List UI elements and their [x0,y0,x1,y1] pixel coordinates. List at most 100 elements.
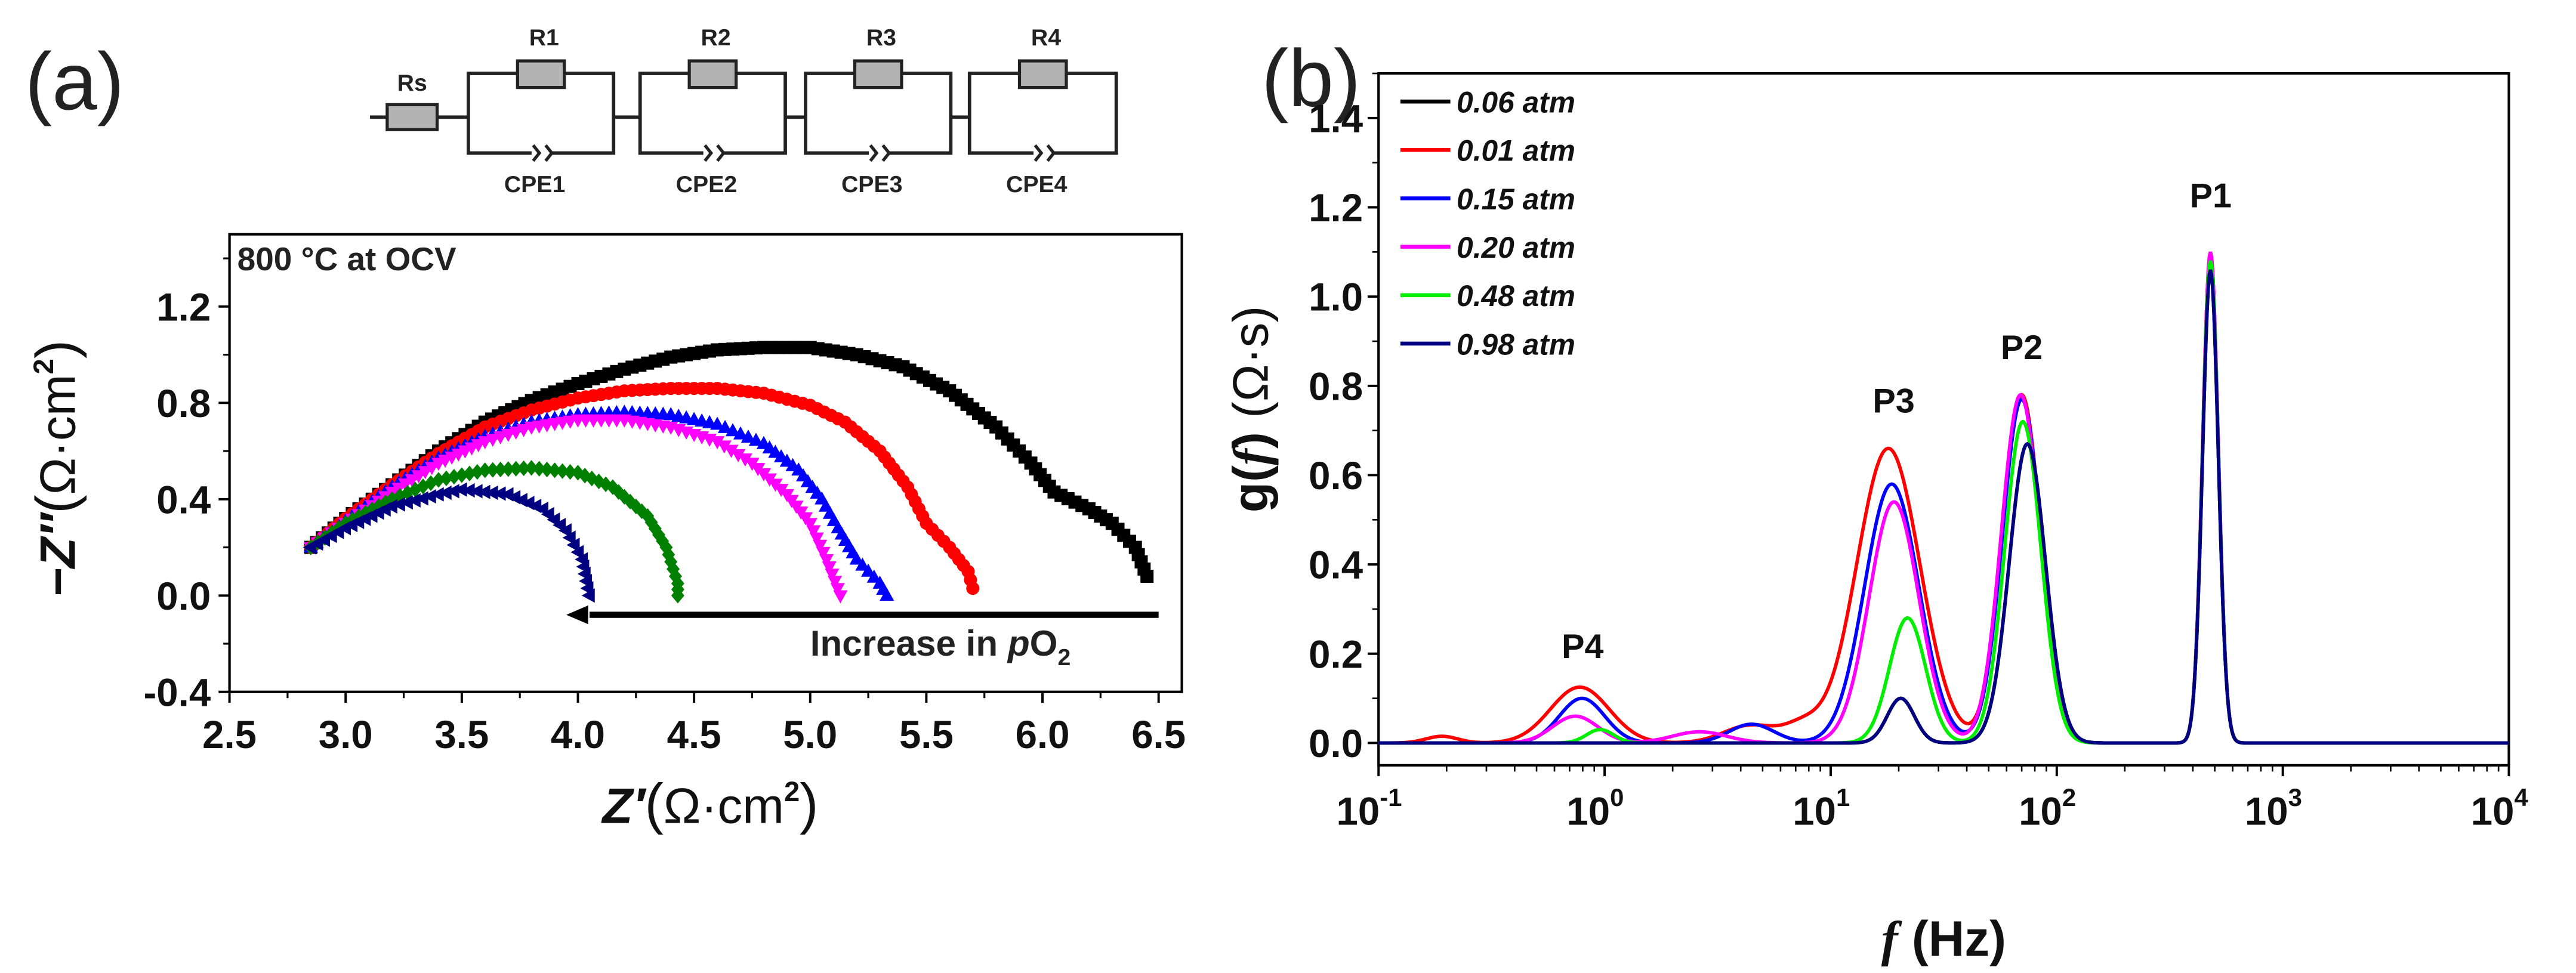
y-tick-label: 1.2 [156,285,211,329]
data-point [558,523,572,538]
resistor-r2 [687,59,738,89]
y-tick-label: 0.4 [1309,543,1363,587]
data-point [485,485,498,501]
y-tick-label: 0.8 [156,382,211,425]
data-point [455,467,468,483]
data-point [461,483,475,498]
data-point [562,530,576,545]
data-point [422,489,436,504]
y-tick-label: 1.2 [1309,186,1363,230]
data-point [548,462,562,478]
data-point [671,588,684,604]
data-point [849,551,864,565]
series-line-0.01-atm [1378,251,2509,745]
data-point [431,472,445,488]
x-tick-label: 6.5 [1131,713,1186,756]
panel-a-label: (a) [25,36,124,126]
x-tick-label: 3.0 [319,713,373,756]
data-point [741,429,756,443]
data-point [469,484,483,499]
legend-label: 0.06 atm [1457,85,1575,119]
x-tick-label: 104 [2471,783,2529,833]
rs-label: Rs [397,70,427,96]
data-point [725,423,741,437]
data-point [966,582,980,595]
data-point [365,501,379,518]
condition-annotation: 800 °C at OCV [237,240,456,277]
data-point [731,449,746,462]
resistor-r3 [853,59,903,89]
resistor-label: R2 [701,24,731,51]
y-tick-label: 0.6 [1309,454,1363,498]
resistor-label: R1 [529,24,559,51]
x-axis-label: Z′(Ω·cm2) [601,773,818,835]
cpe-label: CPE2 [676,171,738,197]
peak-label: P2 [2001,329,2043,367]
data-point [738,453,752,467]
cpe-symbol [1034,144,1056,162]
data-point [717,419,733,433]
data-point [648,520,662,537]
data-point [709,416,725,430]
data-point [438,485,452,501]
data-point [478,462,492,478]
y-axis-label: −Z″(Ω·cm2) [24,340,87,597]
x-tick-label: 10-1 [1337,783,1402,833]
plot-frame [1377,72,2510,767]
data-point [359,505,372,521]
data-point [803,518,817,532]
cpe-symbol [532,144,554,162]
series-0.48-atm [304,460,684,604]
data-point [733,426,748,440]
x-tick-label: 103 [2245,783,2302,833]
data-point [819,554,834,567]
data-point [827,576,843,589]
data-point [724,444,739,458]
legend-label: 0.01 atm [1457,134,1575,168]
resistor-r4 [1017,59,1068,89]
cpe-label: CPE3 [841,171,903,197]
cpe-symbol [869,144,891,162]
data-point [485,434,500,447]
series-0.98-atm [303,482,595,603]
legend-label: 0.15 atm [1457,183,1575,216]
data-point [669,568,682,585]
data-point [830,583,845,597]
data-point [806,525,821,539]
data-point [825,569,840,582]
cpe-label: CPE4 [1006,171,1068,197]
data-point [462,465,476,481]
y-tick-label: 0.4 [156,478,211,521]
plot-frame [228,233,1183,693]
data-point [855,557,870,571]
data-point [860,563,876,577]
x-axis-label: f (Hz) [1881,910,2006,967]
y-tick-label: -0.4 [144,671,211,714]
data-point [1140,569,1154,583]
data-point [399,495,413,510]
data-point [477,484,490,499]
x-tick-label: 101 [1793,783,1850,833]
data-point [581,588,595,603]
data-point [709,436,725,450]
x-tick-label: 6.0 [1016,713,1070,756]
data-point [516,424,531,437]
y-tick-label: 1.4 [1309,97,1363,140]
x-tick-label: 5.0 [783,713,837,756]
y-tick-label: 0.0 [1309,722,1363,765]
data-point [624,493,637,510]
data-point [384,499,397,514]
data-point [866,569,881,583]
resistor-label: R3 [866,24,896,51]
data-point [748,433,764,446]
data-point [880,588,894,601]
data-point [816,546,831,560]
data-point [407,493,421,508]
y-axis-label: g(f) (Ω·s) [1223,306,1279,512]
legend-label: 0.20 atm [1457,231,1575,264]
data-point [570,545,584,560]
data-point [635,503,649,520]
x-tick-label: 3.5 [434,713,489,756]
data-point [415,491,428,506]
